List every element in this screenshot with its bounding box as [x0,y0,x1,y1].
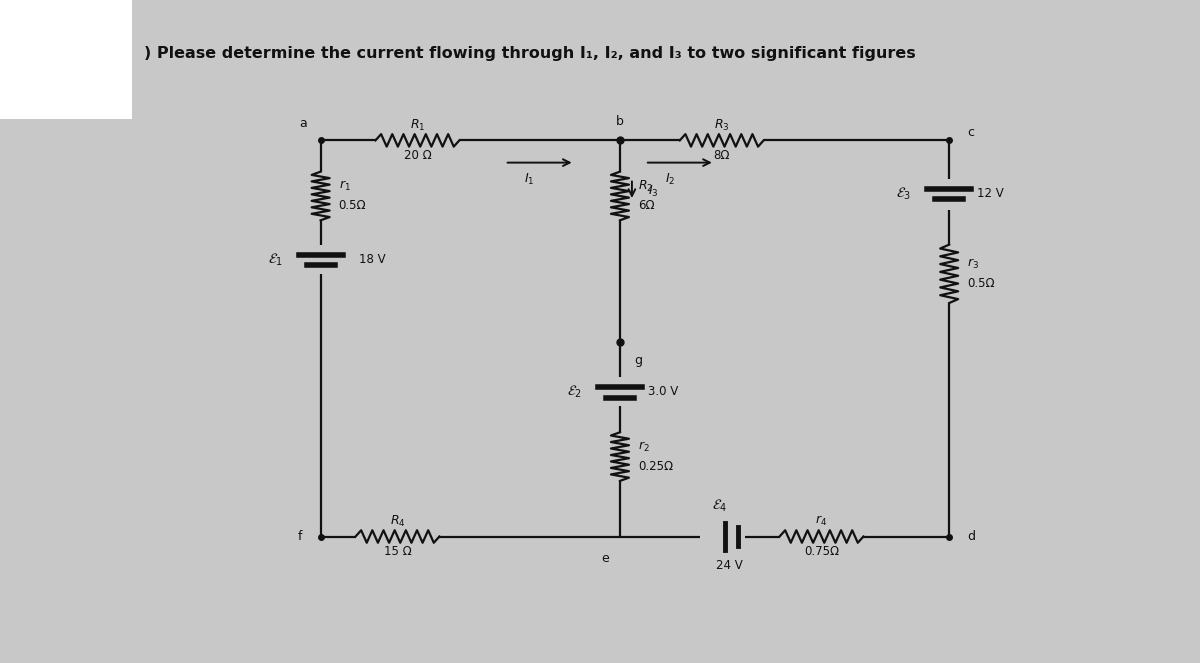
Text: $I_3$: $I_3$ [648,184,659,199]
Text: b: b [616,115,624,128]
Text: $R_2$: $R_2$ [638,179,653,194]
Text: $\mathcal{E}_1$: $\mathcal{E}_1$ [268,252,283,268]
Text: 3.0 V: 3.0 V [648,385,678,398]
Text: f: f [298,530,302,543]
Text: 20 Ω: 20 Ω [403,149,431,162]
Text: $r_4$: $r_4$ [816,514,828,528]
Text: 18 V: 18 V [359,253,385,267]
Text: $R_4$: $R_4$ [390,514,406,529]
Text: 0.75Ω: 0.75Ω [804,545,839,558]
Text: $I_1$: $I_1$ [524,172,535,187]
Text: $R_1$: $R_1$ [409,117,425,133]
Text: 24 V: 24 V [716,559,743,572]
Text: $r_1$: $r_1$ [338,179,350,194]
Text: c: c [967,125,974,139]
Text: $\mathcal{E}_3$: $\mathcal{E}_3$ [896,186,911,202]
Text: 0.5Ω: 0.5Ω [338,199,366,212]
Text: 0.5Ω: 0.5Ω [967,277,995,290]
Text: 0.25Ω: 0.25Ω [638,460,673,473]
Text: a: a [299,117,306,130]
Text: 15 Ω: 15 Ω [384,545,412,558]
Text: ) Please determine the current flowing through I₁, I₂, and I₃ to two significant: ) Please determine the current flowing t… [144,46,916,62]
Text: $r_2$: $r_2$ [638,440,649,454]
Text: $R_3$: $R_3$ [714,117,730,133]
Text: $r_3$: $r_3$ [967,257,979,271]
Text: 12 V: 12 V [977,188,1004,200]
Text: g: g [634,355,642,367]
Text: $\mathcal{E}_4$: $\mathcal{E}_4$ [712,498,727,514]
Text: 6Ω: 6Ω [638,199,654,212]
Text: each.: each. [12,93,61,108]
Text: d: d [967,530,976,543]
Text: 8Ω: 8Ω [714,149,730,162]
Text: $I_2$: $I_2$ [665,172,674,187]
Text: e: e [601,552,608,565]
Text: $\mathcal{E}_2$: $\mathcal{E}_2$ [568,384,582,400]
